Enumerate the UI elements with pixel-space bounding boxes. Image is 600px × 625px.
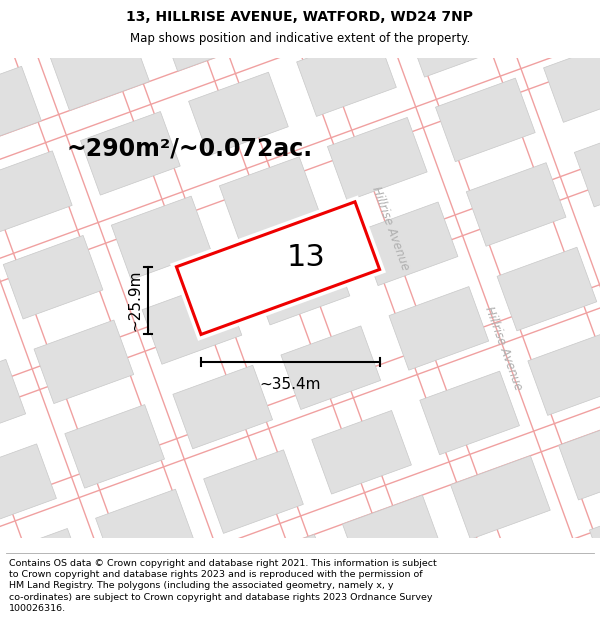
Polygon shape	[436, 78, 535, 162]
Polygon shape	[50, 27, 149, 111]
Text: Hillrise Avenue: Hillrise Avenue	[369, 184, 411, 272]
Text: co-ordinates) are subject to Crown copyright and database rights 2023 Ordnance S: co-ordinates) are subject to Crown copyr…	[9, 593, 433, 602]
Polygon shape	[65, 404, 164, 488]
Polygon shape	[497, 248, 597, 331]
Polygon shape	[528, 332, 600, 416]
Polygon shape	[203, 450, 304, 533]
Polygon shape	[176, 202, 380, 334]
Polygon shape	[466, 162, 566, 246]
Polygon shape	[343, 495, 442, 579]
Text: 13: 13	[287, 243, 326, 272]
Polygon shape	[373, 579, 473, 625]
Text: Contains OS data © Crown copyright and database right 2021. This information is : Contains OS data © Crown copyright and d…	[9, 559, 437, 568]
Text: ~35.4m: ~35.4m	[260, 378, 321, 392]
Polygon shape	[0, 0, 11, 65]
Polygon shape	[513, 0, 600, 38]
Polygon shape	[328, 118, 427, 201]
Polygon shape	[0, 66, 41, 150]
Polygon shape	[142, 281, 242, 364]
Polygon shape	[266, 0, 365, 32]
Polygon shape	[389, 287, 489, 370]
Polygon shape	[19, 0, 119, 26]
Polygon shape	[95, 489, 195, 572]
Text: HM Land Registry. The polygons (including the associated geometry, namely x, y: HM Land Registry. The polygons (includin…	[9, 581, 394, 591]
Polygon shape	[544, 39, 600, 122]
Polygon shape	[481, 540, 581, 624]
Polygon shape	[220, 157, 319, 241]
Polygon shape	[451, 456, 550, 539]
Polygon shape	[111, 196, 211, 279]
Text: Hillrise Avenue: Hillrise Avenue	[482, 304, 524, 392]
Polygon shape	[358, 202, 458, 286]
Polygon shape	[281, 326, 380, 409]
Polygon shape	[0, 359, 26, 443]
Polygon shape	[127, 574, 226, 625]
Polygon shape	[80, 111, 180, 195]
Text: to Crown copyright and database rights 2023 and is reproduced with the permissio: to Crown copyright and database rights 2…	[9, 570, 422, 579]
Polygon shape	[296, 33, 397, 116]
Polygon shape	[574, 123, 600, 207]
Polygon shape	[0, 151, 72, 234]
Polygon shape	[559, 416, 600, 500]
Polygon shape	[405, 0, 505, 77]
Polygon shape	[158, 0, 257, 71]
Polygon shape	[235, 534, 334, 618]
Polygon shape	[188, 72, 288, 156]
Text: ~290m²/~0.072ac.: ~290m²/~0.072ac.	[67, 136, 313, 160]
Polygon shape	[34, 320, 134, 404]
Polygon shape	[3, 236, 103, 319]
Text: 13, HILLRISE AVENUE, WATFORD, WD24 7NP: 13, HILLRISE AVENUE, WATFORD, WD24 7NP	[127, 10, 473, 24]
Polygon shape	[420, 371, 520, 455]
Polygon shape	[589, 501, 600, 584]
Polygon shape	[173, 365, 272, 449]
Text: ~25.9m: ~25.9m	[127, 270, 142, 331]
Polygon shape	[250, 241, 350, 325]
Polygon shape	[0, 444, 56, 528]
Polygon shape	[0, 529, 87, 612]
Text: 100026316.: 100026316.	[9, 604, 66, 613]
Text: Map shows position and indicative extent of the property.: Map shows position and indicative extent…	[130, 32, 470, 46]
Polygon shape	[170, 196, 386, 341]
Polygon shape	[312, 411, 412, 494]
